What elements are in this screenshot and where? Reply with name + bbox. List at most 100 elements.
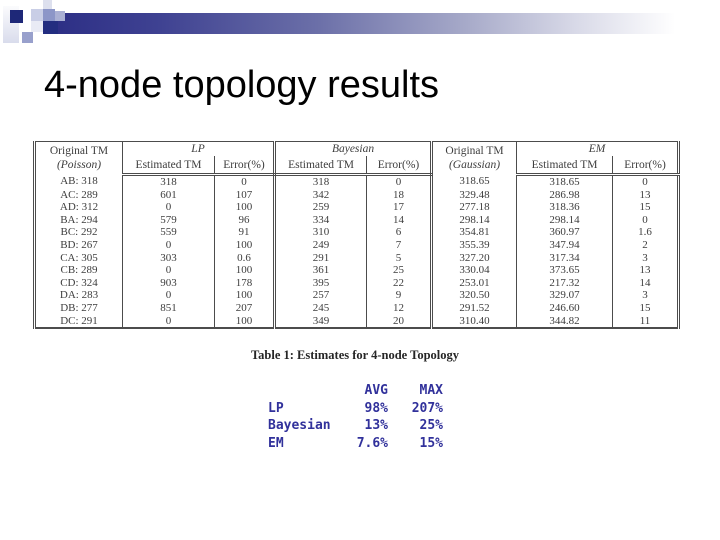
results-table-container: Original TM (Poisson) LP Bayesian Origin… — [33, 141, 681, 330]
table-row: DA: 283 0 100 257 9 320.50 329.07 3 — [34, 289, 680, 302]
table-row-cell: 100 — [213, 201, 277, 214]
table-row-cell: 100 — [213, 238, 277, 252]
table-row-cell: 318 — [122, 174, 215, 189]
summary-row: EM 7.6% 15% — [268, 435, 443, 453]
table-row-cell: 291 — [274, 251, 368, 265]
table-row-cell: 217.32 — [516, 276, 614, 290]
table-row-cell: 246.60 — [516, 301, 614, 315]
col-header-lp-error: Error(%) — [213, 156, 277, 176]
table-row-cell: 253.01 — [431, 276, 518, 290]
col-header-em-error: Error(%) — [612, 156, 680, 176]
table-row-cell: 18 — [366, 188, 434, 202]
table-row-cell: 257 — [274, 289, 368, 302]
table-row-cell: BC: 292 — [34, 226, 123, 239]
table-row-cell: AC: 289 — [34, 188, 123, 202]
table-row-cell: 12 — [366, 301, 434, 315]
col-header-bayesian-estimated-tm: Estimated TM — [274, 156, 368, 176]
col-header-original-tm-poisson: Original TM (Poisson) — [34, 141, 123, 175]
table-row-cell: 245 — [274, 301, 368, 315]
table-row-cell: 100 — [213, 289, 277, 302]
summary-table-body: LP 98% 207% Bayesian 13% 25% EM 7.6% 15% — [268, 400, 443, 453]
table-row-cell: 0 — [122, 201, 215, 214]
mosaic-square — [43, 9, 55, 21]
table-row-cell: 354.81 — [431, 226, 518, 239]
col-header-em-estimated-tm: Estimated TM — [516, 156, 614, 176]
summary-table: AVG MAX LP 98% 207% Bayesian 13% 25% EM 7.6% 15% — [268, 382, 443, 452]
table-row-cell: 373.65 — [516, 264, 614, 277]
table-row-cell: 344.82 — [516, 314, 614, 329]
table-row: BA: 294 579 96 334 14 298.14 298.14 0 — [34, 213, 680, 227]
table-row-cell: 3 — [612, 251, 680, 265]
table-row-cell: AD: 312 — [34, 201, 123, 214]
table-row: AC: 289 601 107 342 18 329.48 286.98 13 — [34, 188, 680, 202]
results-table-body: AB: 318 318 0 318 0 318.65 318.65 0 AC: 289 601 10… — [34, 174, 680, 329]
table-row-cell: 13 — [612, 188, 680, 202]
table-row-cell: 329.07 — [516, 289, 614, 302]
table-row: BD: 267 0 100 249 7 355.39 347.94 2 — [34, 238, 680, 252]
summary-header-max: MAX — [419, 383, 443, 398]
col-header-bayesian: Bayesian — [274, 141, 434, 156]
table-row-cell: 14 — [366, 213, 434, 227]
summary-row-cell: 98% — [364, 400, 388, 416]
table-row-cell: 1.6 — [612, 226, 680, 239]
table-row-cell: 25 — [366, 264, 434, 277]
table-row-cell: DB: 277 — [34, 301, 123, 315]
table-row-cell: 851 — [122, 301, 215, 315]
summary-row-cell: 7.6% — [356, 435, 388, 451]
table-row-cell: 320.50 — [431, 289, 518, 302]
col-header-line: Original TM — [49, 145, 109, 158]
table-row-cell: BA: 294 — [34, 213, 123, 227]
table-row-cell: 7 — [366, 238, 434, 252]
table-row-cell: 0 — [122, 238, 215, 252]
table-row-cell: 20 — [366, 314, 434, 329]
col-header-original-tm-gaussian: Original TM (Gaussian) — [431, 141, 518, 175]
table-row-cell: 327.20 — [431, 251, 518, 265]
table-row-cell: 347.94 — [516, 238, 614, 252]
table-row-cell: 0 — [122, 314, 215, 329]
table-row-cell: 318.65 — [431, 174, 518, 189]
summary-row-cell: 25% — [419, 418, 443, 433]
table-row: CB: 289 0 100 361 25 330.04 373.65 13 — [34, 264, 680, 277]
table-row-cell: 107 — [213, 188, 277, 202]
summary-row-cell: Bayesian — [268, 418, 331, 433]
table-row-cell: 5 — [366, 251, 434, 265]
summary-row: LP 98% 207% — [268, 400, 443, 418]
table-row-cell: DC: 291 — [34, 314, 123, 329]
table-row-cell: 318.36 — [516, 201, 614, 214]
mosaic-square — [31, 9, 43, 21]
summary-row-cell: 13% — [364, 418, 388, 433]
table-row: DC: 291 0 100 349 20 310.40 344.82 11 — [34, 314, 680, 329]
table-row-cell: 303 — [122, 251, 215, 265]
table-row-cell: 91 — [213, 226, 277, 239]
table-row-cell: 0 — [612, 213, 680, 227]
table-row-cell: 100 — [213, 314, 277, 329]
table-row-cell: 277.18 — [431, 201, 518, 214]
mosaic-square — [43, 21, 58, 34]
table-row-cell: 15 — [612, 301, 680, 315]
table-row-cell: 178 — [213, 276, 277, 290]
table-row-cell: 310 — [274, 226, 368, 239]
results-table: Original TM (Poisson) LP Bayesian Origin… — [33, 141, 681, 330]
mosaic-square — [55, 11, 65, 21]
col-header-lp: LP — [121, 141, 277, 156]
table-row-cell: CA: 305 — [34, 251, 123, 265]
table-row-cell: 601 — [122, 188, 215, 202]
summary-row-cell: LP — [268, 400, 284, 416]
table-row-cell: 355.39 — [431, 238, 518, 252]
table-row-cell: 579 — [122, 213, 215, 227]
table-row-cell: 317.34 — [516, 251, 614, 265]
table-row-cell: 0 — [366, 174, 434, 189]
mosaic-square — [31, 21, 43, 32]
summary-table-container: AVG MAX LP 98% 207% Bayesian 13% 25% EM 7.6% 15% — [268, 382, 443, 452]
table-caption: Table 1: Estimates for 4-node Topology — [250, 348, 459, 362]
table-row-cell: 360.97 — [516, 226, 614, 239]
table-row-cell: CD: 324 — [34, 276, 123, 290]
table-row-cell: 559 — [122, 226, 215, 239]
table-row-cell: 330.04 — [431, 264, 518, 277]
table-row: AD: 312 0 100 259 17 277.18 318.36 15 — [34, 201, 680, 214]
slide-title: 4-node topology results — [44, 64, 440, 106]
table-row-cell: 310.40 — [431, 314, 518, 329]
table-row-cell: 342 — [274, 188, 368, 202]
table-row-cell: 0 — [122, 264, 215, 277]
